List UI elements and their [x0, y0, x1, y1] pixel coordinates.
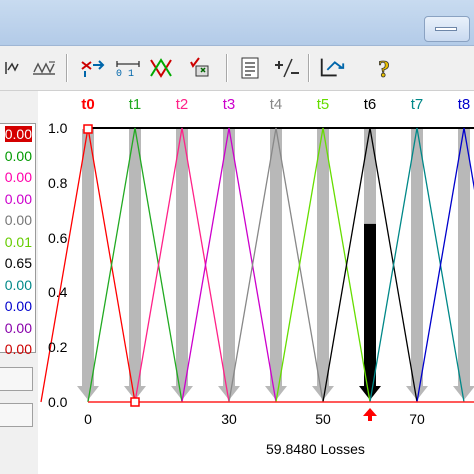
gray-bar-arrow [124, 386, 146, 400]
chart-plot [40, 124, 474, 421]
gray-bar-arrow [77, 386, 99, 400]
membership-line [134, 127, 230, 403]
help-question-icon[interactable]: ? [372, 54, 400, 82]
current-value-arrow-stem [368, 415, 372, 421]
series-label: t1 [128, 96, 142, 113]
value-item: 0.00 [4, 276, 32, 293]
hand-checklist-icon[interactable] [186, 54, 214, 82]
plus-minus-icon[interactable] [274, 54, 302, 82]
membership-line [181, 127, 277, 403]
trend-wave-icon[interactable] [2, 54, 30, 82]
value-item: 0.00 [4, 298, 32, 314]
series-label: t0 [81, 96, 95, 113]
gray-bar-arrow [312, 386, 334, 400]
series-label: t3 [222, 96, 236, 113]
y-tick-label: 0.2 [48, 339, 68, 356]
x-tick-label: 50 [315, 411, 331, 427]
value-list: 0.00 0.00 0.00 0.00 0.00 0.01 0.65 0.00 0.00 0.00… [0, 123, 36, 357]
highlight-bar-fill [364, 223, 376, 386]
value-item: 0.00 [4, 190, 32, 207]
membership-line [275, 127, 371, 403]
membership-line [87, 127, 183, 403]
gray-bar [129, 129, 141, 387]
membership-line [228, 127, 324, 403]
y-tick-label: 0.6 [48, 229, 68, 246]
left-field-2[interactable] [0, 403, 33, 427]
document-list-icon[interactable] [236, 54, 264, 82]
x-tick-label: 30 [221, 411, 237, 427]
gray-bar-arrow [218, 386, 240, 400]
value-item: 0.65 [4, 255, 32, 271]
route-arrow-icon[interactable] [318, 54, 346, 82]
membership-line [369, 127, 465, 403]
gray-bar-arrow [265, 386, 287, 400]
series-label: t7 [410, 96, 424, 113]
gray-bar [458, 129, 470, 387]
x-tick-label: 70 [409, 411, 425, 427]
trend-stack-icon[interactable] [30, 54, 58, 82]
series-label: t2 [175, 96, 189, 113]
gray-bar-arrow [453, 386, 474, 400]
scale-01-icon[interactable]: 0 1 [114, 54, 142, 82]
svg-text:0 1: 0 1 [116, 69, 134, 79]
losses-readout: 59.8480 Losses [266, 441, 365, 457]
marker-square [130, 397, 140, 407]
left-field-1[interactable] [0, 367, 33, 391]
value-item: 0.00 [4, 212, 32, 228]
value-item: 0.00 [4, 319, 32, 336]
x-tick-label: 0 [84, 411, 92, 427]
svg-text:?: ? [378, 57, 390, 81]
series-label: t5 [316, 96, 330, 113]
y-tick-label: 0.0 [48, 394, 68, 410]
gray-bar [82, 129, 94, 387]
gray-bar-arrow [406, 386, 428, 400]
value-item: 0.00 [4, 169, 32, 185]
membership-chart: 59.8480 Losses t0 t1 t2 t3 t4 t5 t6 t7 t8 0.0 0.2 0… [38, 91, 474, 474]
y-tick-label: 0.4 [48, 284, 68, 301]
gray-bar [223, 129, 235, 387]
marker-square [83, 124, 93, 134]
gray-bar [411, 129, 423, 387]
crossover-icon[interactable] [147, 54, 175, 82]
series-label: t4 [269, 96, 283, 113]
gray-bar [176, 129, 188, 387]
membership-line [416, 127, 474, 403]
current-value-arrow [363, 408, 377, 416]
value-item: 0.00 [4, 147, 32, 164]
arrows-move-icon[interactable] [78, 54, 106, 82]
highlight-bar-arrow [359, 386, 381, 400]
close-icon[interactable] [424, 16, 470, 42]
value-item: 0.00 [4, 126, 32, 142]
window-titlebar [0, 0, 474, 46]
y-tick-label: 0.8 [48, 174, 68, 191]
gray-bar [270, 129, 282, 387]
y-tick-label: 1.0 [48, 120, 68, 136]
value-item: 0.01 [4, 233, 32, 250]
gray-bar-arrow [171, 386, 193, 400]
value-item: 0.00 [4, 341, 32, 357]
series-label: t8 [457, 96, 471, 113]
gray-bar [317, 129, 329, 387]
membership-line [322, 127, 418, 403]
series-label: t6 [363, 96, 377, 113]
toolbar: 0 1 ? [0, 46, 474, 129]
